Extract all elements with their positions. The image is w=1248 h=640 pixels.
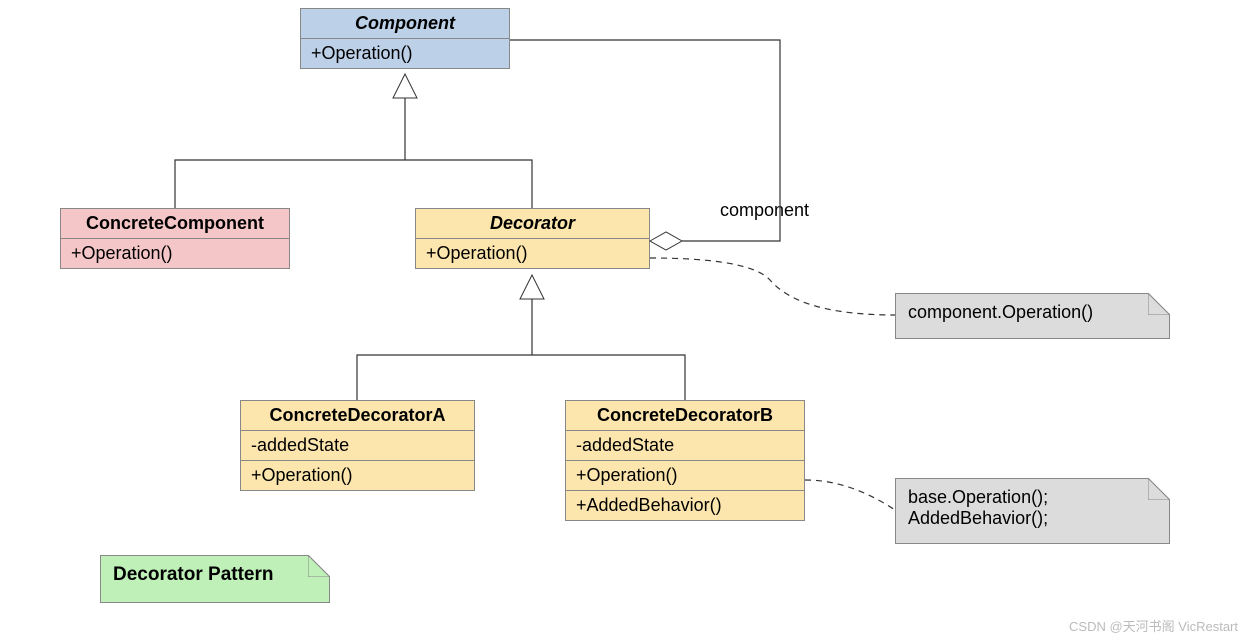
uml-note-pattern-title: Decorator Pattern: [100, 555, 330, 603]
class-method: +Operation(): [61, 239, 289, 268]
uml-note-base-operation: base.Operation(); AddedBehavior();: [895, 478, 1170, 544]
association-label-component: component: [720, 200, 809, 221]
class-title: ConcreteDecoratorB: [566, 401, 804, 431]
class-method: +Operation(): [301, 39, 509, 68]
generalization-to-decorator: [357, 275, 685, 400]
note-text-line2: AddedBehavior();: [908, 508, 1048, 528]
uml-class-concrete-decorator-b: ConcreteDecoratorB -addedState +Operatio…: [565, 400, 805, 521]
note-text: component.Operation(): [908, 302, 1093, 322]
generalization-to-component: [175, 74, 532, 208]
uml-class-concrete-component: ConcreteComponent +Operation(): [60, 208, 290, 269]
uml-class-decorator: Decorator +Operation(): [415, 208, 650, 269]
class-title: ConcreteComponent: [61, 209, 289, 239]
watermark: CSDN @天河书阁 VicRestart: [1069, 616, 1238, 635]
class-attribute: -addedState: [566, 431, 804, 461]
class-method: +AddedBehavior(): [566, 491, 804, 520]
note-anchor-concrete-b: [805, 480, 895, 510]
note-anchor-decorator: [650, 258, 895, 315]
note-text: Decorator Pattern: [113, 564, 274, 585]
class-method: +Operation(): [566, 461, 804, 491]
note-text-line1: base.Operation();: [908, 487, 1048, 507]
class-method: +Operation(): [416, 239, 649, 268]
uml-note-component-operation: component.Operation(): [895, 293, 1170, 339]
class-title: ConcreteDecoratorA: [241, 401, 474, 431]
uml-class-component: Component +Operation(): [300, 8, 510, 69]
uml-class-concrete-decorator-a: ConcreteDecoratorA -addedState +Operatio…: [240, 400, 475, 491]
class-title: Component: [301, 9, 509, 39]
class-title: Decorator: [416, 209, 649, 239]
class-method: +Operation(): [241, 461, 474, 490]
class-attribute: -addedState: [241, 431, 474, 461]
